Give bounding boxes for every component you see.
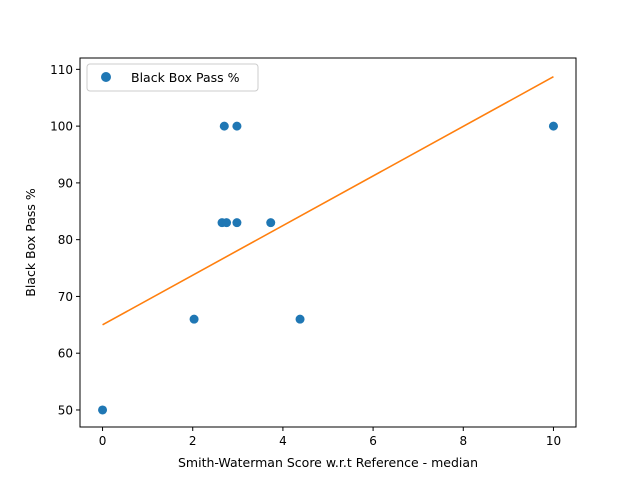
data-point <box>232 121 242 131</box>
data-point <box>189 314 199 324</box>
y-tick-label: 100 <box>50 120 73 134</box>
data-point <box>232 218 242 228</box>
x-tick-label: 10 <box>546 434 561 448</box>
y-tick-label: 80 <box>58 233 73 247</box>
x-tick-label: 2 <box>189 434 197 448</box>
data-point <box>548 121 558 131</box>
x-tick-label: 0 <box>99 434 107 448</box>
y-tick-label: 50 <box>58 403 73 417</box>
data-point <box>219 121 229 131</box>
plot-area <box>98 76 558 415</box>
axes-frame <box>79 57 577 428</box>
data-point <box>98 405 108 415</box>
legend-marker <box>101 72 111 82</box>
x-tick-label: 4 <box>279 434 287 448</box>
trend-line <box>102 76 554 326</box>
x-tick-label: 8 <box>459 434 467 448</box>
y-axis-label: Black Box Pass % <box>23 188 38 297</box>
legend-box <box>86 63 259 92</box>
legend: Black Box Pass % <box>86 63 259 92</box>
data-point <box>266 218 276 228</box>
y-tick-label: 90 <box>58 176 73 190</box>
y-tick-label: 60 <box>58 347 73 361</box>
legend-label: Black Box Pass % <box>131 70 240 85</box>
y-tick-label: 70 <box>58 290 73 304</box>
data-point <box>295 314 305 324</box>
x-axis-label: Smith-Waterman Score w.r.t Reference - m… <box>178 455 478 470</box>
axis-ticks: 0 2 4 6 8 10 50 60 70 80 90 100 110 <box>50 63 561 448</box>
data-point <box>222 218 232 228</box>
x-tick-label: 6 <box>369 434 377 448</box>
y-tick-label: 110 <box>50 63 73 77</box>
